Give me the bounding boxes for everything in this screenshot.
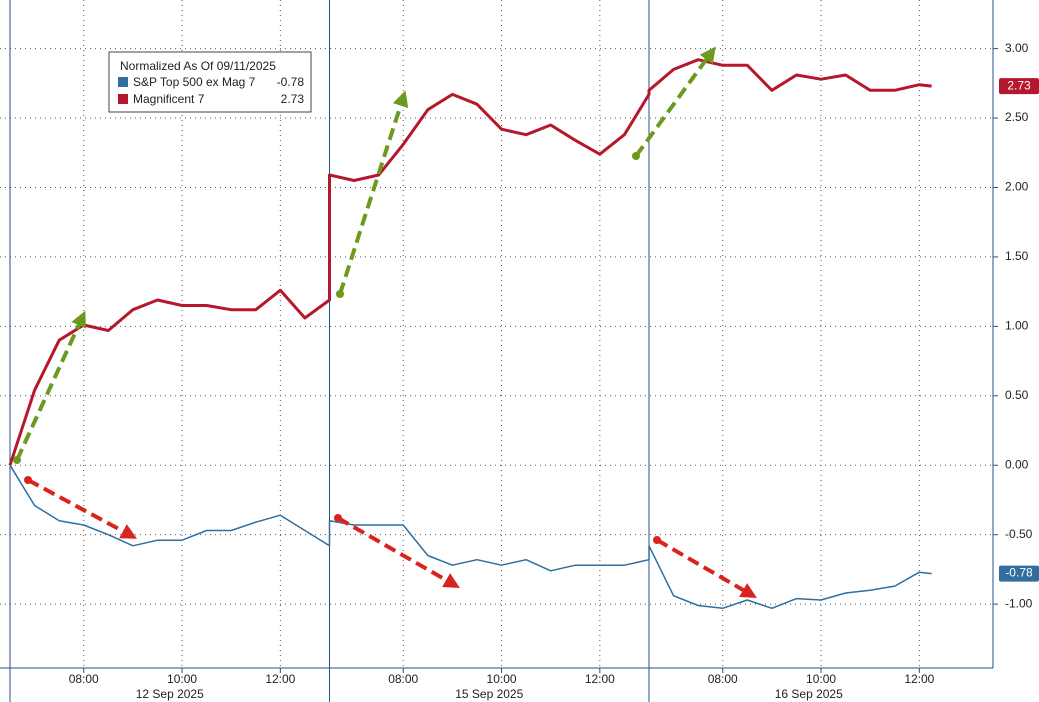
y-tick-label: -0.50: [1005, 527, 1033, 541]
dot: [336, 290, 344, 298]
arrow-dots: [13, 152, 661, 544]
up-arrow: [338, 90, 409, 295]
legend-swatch: [118, 77, 128, 87]
legend: Normalized As Of 09/11/2025 S&P Top 500 …: [108, 51, 312, 113]
x-date-label: 15 Sep 2025: [455, 687, 523, 701]
y-tick-label: 0.50: [1005, 388, 1029, 402]
y-tick-label: 0.00: [1005, 457, 1029, 471]
x-tick-label: 10:00: [167, 672, 197, 686]
lines: [8, 58, 932, 610]
dot: [24, 476, 32, 484]
down-arrow: [27, 478, 138, 539]
down-arrow: [337, 516, 460, 588]
x-tick-label: 10:00: [487, 672, 517, 686]
up-arrow: [634, 46, 716, 158]
x-date-label: 12 Sep 2025: [136, 687, 204, 701]
x-date-label: 16 Sep 2025: [775, 687, 843, 701]
x-tick-label: 12:00: [904, 672, 934, 686]
x-tick-label: 08:00: [388, 672, 418, 686]
annotation-arrows: [15, 46, 757, 599]
y-tick-label: -1.00: [1005, 596, 1033, 610]
y-tick-label: 1.00: [1005, 319, 1029, 333]
dot: [653, 536, 661, 544]
dot: [632, 152, 640, 160]
series-line: [9, 464, 932, 610]
x-tick-label: 08:00: [69, 672, 99, 686]
last-value-label: 2.73: [1007, 78, 1031, 92]
x-tick-label: 12:00: [585, 672, 615, 686]
last-value-tag: [999, 78, 1039, 95]
y-tick-label: 1.50: [1005, 249, 1029, 263]
last-value-tag: [999, 565, 1039, 582]
series-line: [8, 58, 932, 466]
y-tick-label: 3.00: [1005, 41, 1029, 55]
legend-value: 2.73: [281, 92, 305, 106]
dot: [334, 514, 342, 522]
legend-label: S&P Top 500 ex Mag 7: [133, 75, 256, 89]
x-tick-label: 12:00: [265, 672, 295, 686]
down-arrow: [655, 538, 757, 599]
up-arrow: [15, 310, 86, 461]
x-tick-label: 10:00: [806, 672, 836, 686]
legend-label: Magnificent 7: [133, 92, 205, 106]
x-tick-label: 08:00: [708, 672, 738, 686]
legend-box: [108, 51, 312, 113]
y-tick-label: 2.00: [1005, 180, 1029, 194]
legend-title: Normalized As Of 09/11/2025: [120, 59, 276, 73]
grid: [0, 0, 998, 702]
legend-swatch: [118, 94, 128, 104]
y-tick-label: 2.50: [1005, 110, 1029, 124]
dot: [13, 456, 21, 464]
legend-value: -0.78: [277, 75, 305, 89]
last-value-label: -0.78: [1005, 566, 1033, 580]
